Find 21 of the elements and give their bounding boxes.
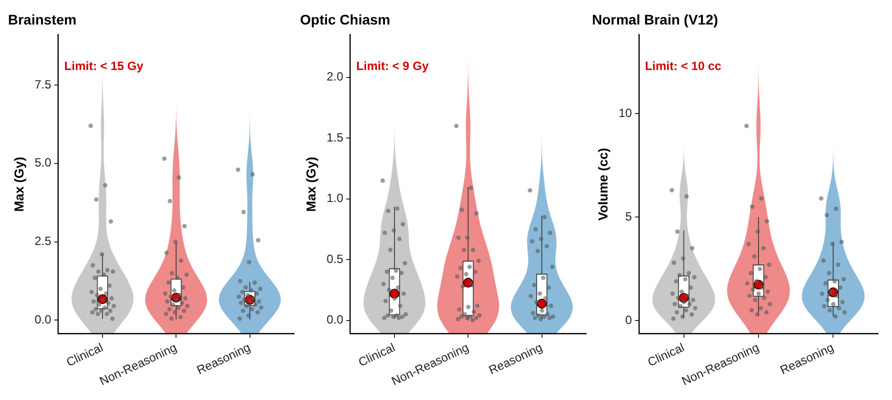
y-tick-label: 1.5	[326, 130, 344, 144]
y-tick-label: 7.5	[34, 77, 52, 92]
y-axis-title: Max (Gy)	[11, 156, 26, 212]
y-axis-title: Volume (cc)	[595, 148, 610, 221]
y-tick-label: 1.0	[326, 191, 344, 206]
y-tick-label: 10	[618, 106, 632, 120]
y-tick-label: 0.5	[326, 252, 344, 266]
chart-title: Normal Brain (V12)	[592, 11, 718, 28]
chart-title: Brainstem	[8, 11, 76, 28]
chart-title: Optic Chiasm	[300, 11, 390, 28]
y-tick-label: 0.0	[326, 312, 344, 327]
annotation: Limit: < 10 cc	[644, 59, 722, 74]
annotation: Limit: < 9 Gy	[356, 59, 429, 74]
y-axis-title: Max (Gy)	[303, 156, 318, 212]
y-tick-label: 0	[625, 312, 632, 327]
y-tick-label: 0.0	[34, 312, 52, 327]
annotation: Limit: < 15 Gy	[64, 59, 144, 74]
y-tick-label: 2.0	[326, 70, 344, 84]
y-tick-label: 5	[625, 209, 632, 224]
y-tick-label: 2.5	[34, 234, 52, 248]
y-tick-label: 5.0	[34, 156, 52, 170]
